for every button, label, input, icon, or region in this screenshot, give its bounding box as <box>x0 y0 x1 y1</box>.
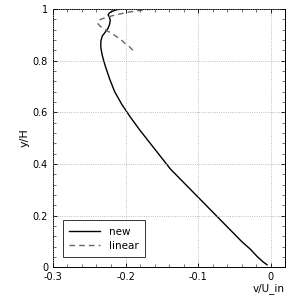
new <box>111 10 114 13</box>
new <box>248 247 252 251</box>
linear <box>102 27 106 31</box>
new <box>209 209 213 212</box>
linear <box>127 45 131 48</box>
new <box>108 23 111 26</box>
new <box>230 229 233 233</box>
linear <box>109 14 113 18</box>
linear <box>138 9 142 12</box>
new <box>108 19 112 22</box>
new <box>108 11 111 15</box>
new <box>108 77 111 80</box>
linear <box>124 11 127 15</box>
linear <box>124 42 127 45</box>
linear <box>120 12 124 15</box>
linear <box>98 24 102 28</box>
new <box>120 103 124 106</box>
linear <box>96 22 100 26</box>
new <box>138 129 142 132</box>
linear <box>100 17 103 21</box>
new <box>103 30 107 34</box>
new <box>113 90 116 93</box>
linear <box>103 16 106 20</box>
new <box>179 178 182 181</box>
linear <box>127 10 131 14</box>
new <box>265 263 269 266</box>
linear <box>116 12 120 16</box>
Text: v/U_in: v/U_in <box>253 283 285 294</box>
linear <box>135 9 138 13</box>
Line: new: new <box>101 9 267 265</box>
linear <box>131 10 135 13</box>
linear <box>96 20 100 23</box>
new <box>99 46 103 50</box>
new <box>129 116 132 119</box>
new <box>118 7 121 11</box>
linear <box>109 31 113 35</box>
new <box>199 198 203 202</box>
new <box>106 26 110 30</box>
Legend: new, linear: new, linear <box>63 220 145 257</box>
new <box>158 154 162 158</box>
new <box>262 260 265 264</box>
new <box>220 219 223 222</box>
new <box>240 240 243 243</box>
linear <box>116 36 120 40</box>
linear <box>120 39 124 42</box>
linear <box>113 13 116 17</box>
new <box>148 141 152 145</box>
linear <box>131 48 135 52</box>
new <box>106 13 110 17</box>
new <box>169 167 172 171</box>
new <box>256 255 259 259</box>
new <box>114 8 118 12</box>
new <box>101 34 104 38</box>
linear <box>106 29 109 33</box>
new <box>103 64 107 67</box>
Line: linear: linear <box>98 9 151 50</box>
new <box>108 16 111 19</box>
linear <box>98 18 101 22</box>
linear <box>106 15 109 19</box>
new <box>101 54 104 57</box>
linear <box>113 34 116 37</box>
linear <box>149 7 153 11</box>
Y-axis label: y/H: y/H <box>20 129 30 148</box>
new <box>189 188 193 192</box>
linear <box>146 8 149 12</box>
new <box>99 40 103 43</box>
linear <box>142 8 146 12</box>
